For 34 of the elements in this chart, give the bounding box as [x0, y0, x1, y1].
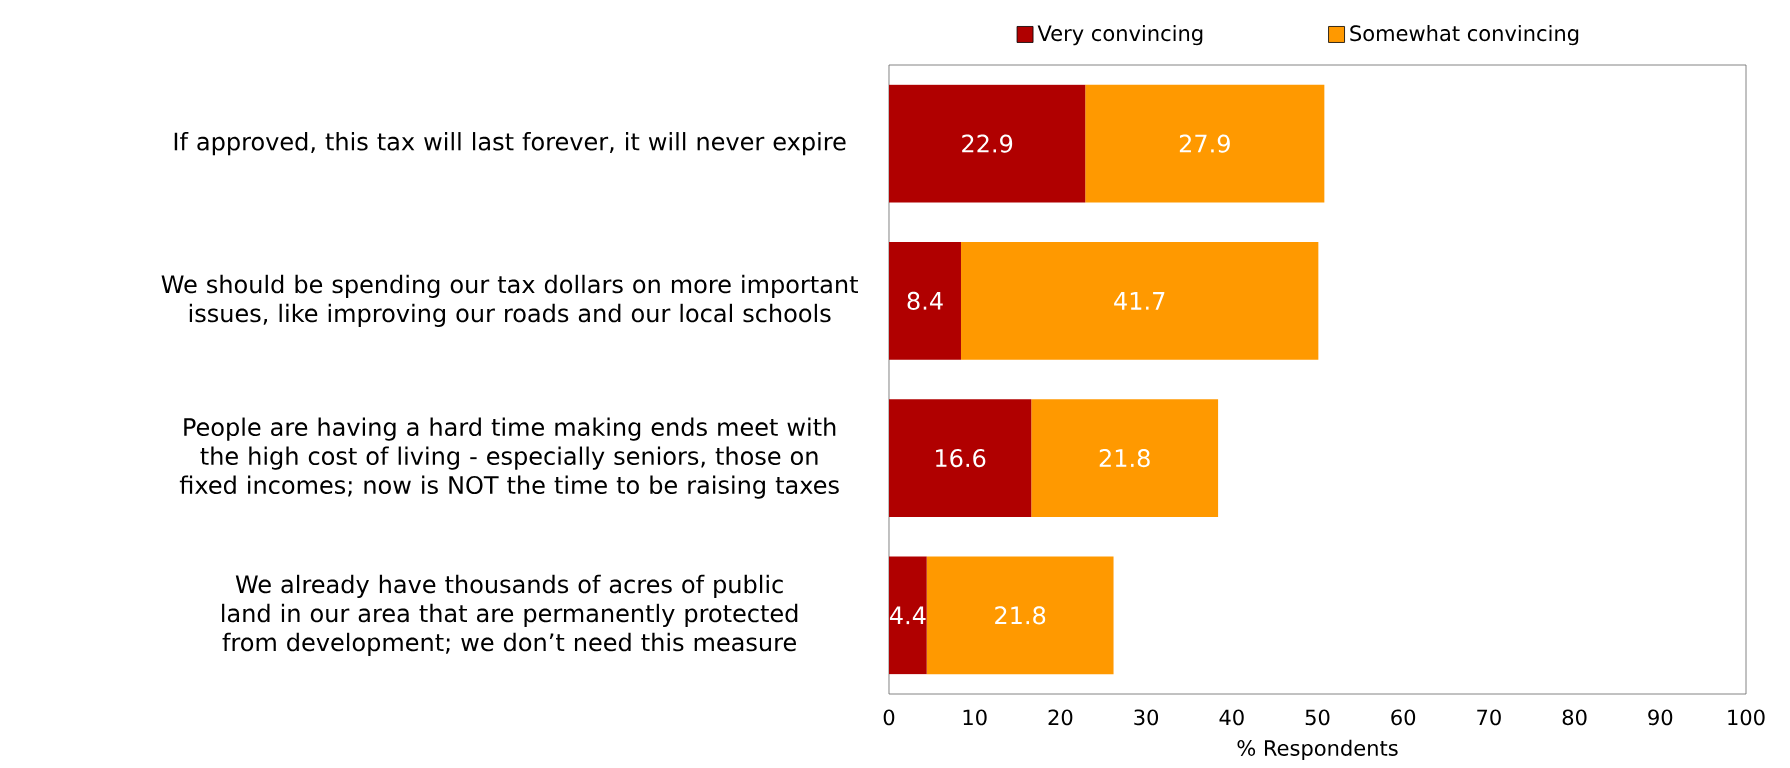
data-label: 21.8 [995, 606, 1046, 625]
bar [960, 241, 1319, 360]
x-tick-label: 50 [1305, 709, 1330, 726]
data-label: 4.4 [889, 606, 926, 625]
legend-label: Very convincing [1037, 24, 1203, 46]
x-tick-label: 0 [883, 709, 895, 726]
data-label: 21.8 [1099, 449, 1150, 468]
data-label: 27.9 [1179, 134, 1230, 153]
y-tick-label: If approved, this tax will last forever, it will never expire [174, 132, 846, 156]
x-tick-label: 70 [1477, 709, 1501, 726]
x-tick-label: 100 [1728, 709, 1765, 726]
x-tick-label: 10 [963, 709, 987, 726]
bar [889, 399, 1032, 518]
bar [889, 84, 1086, 203]
data-label: 16.6 [936, 449, 986, 468]
y-tick-label: People are having a hard time making ends meet with the high cost of living - especially seniors, those on fixed incomes; now is NOT the time to be raising taxes [179, 417, 839, 499]
bar [1085, 84, 1325, 203]
bar [889, 241, 961, 360]
x-tick-label: 40 [1219, 709, 1244, 726]
y-tick-label: We should be spending our tax dollars on more important issues, like improving our roads and our local schools [161, 274, 858, 327]
x-axis-title: % Respondents [1237, 739, 1398, 761]
legend-label: Somewhat convincing [1350, 24, 1579, 46]
bar [926, 556, 1114, 675]
x-tick-label: 30 [1134, 709, 1159, 726]
y-tick-label: We already have thousands of acres of public land in our area that are permanently protected from development; we don’t need this measure [222, 574, 798, 656]
data-label: 41.7 [1114, 292, 1165, 310]
data-label: 8.4 [907, 291, 943, 310]
bar [889, 556, 927, 675]
data-label: 22.9 [962, 134, 1013, 153]
x-tick-label: 60 [1391, 709, 1416, 726]
x-tick-label: 20 [1048, 709, 1073, 726]
x-tick-label: 90 [1648, 709, 1673, 726]
bar [1031, 399, 1219, 518]
x-tick-label: 80 [1562, 709, 1587, 726]
